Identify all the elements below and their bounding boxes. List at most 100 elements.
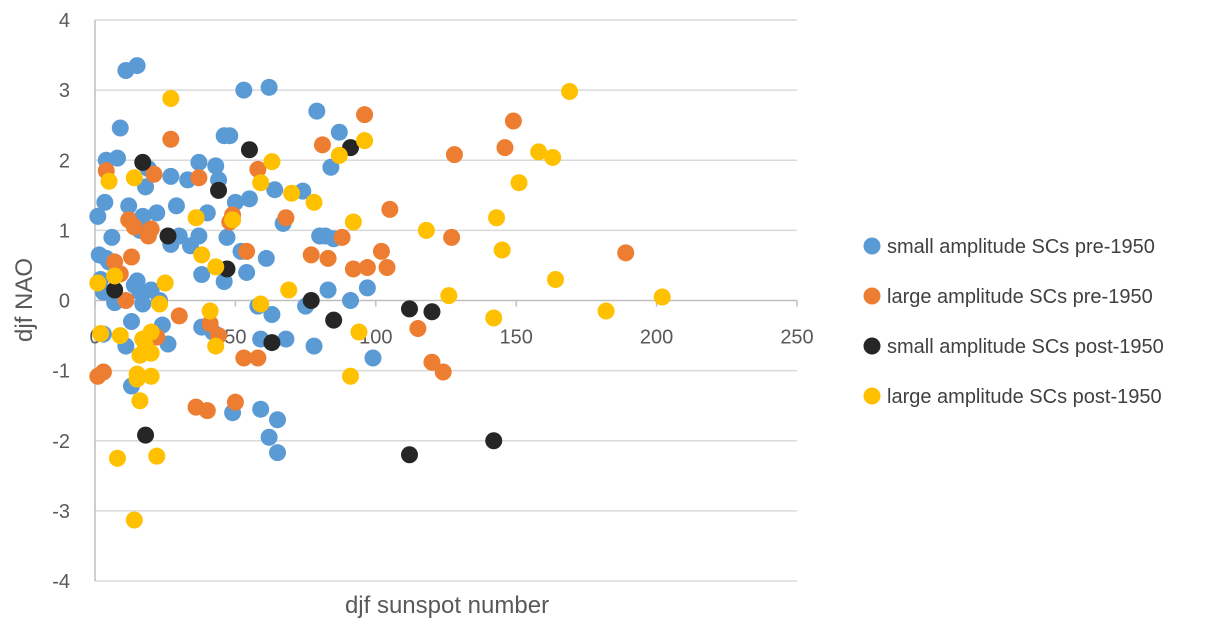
data-point [358,279,376,297]
data-point [148,204,166,222]
data-point [409,320,427,338]
data-point [423,353,441,371]
data-point [252,174,270,192]
data-point [252,295,270,313]
data-point [123,248,141,266]
data-point [103,228,121,246]
data-point [330,123,348,141]
data-point [440,287,458,305]
data-point [308,102,326,120]
data-point [263,334,281,352]
data-point [190,227,208,245]
data-point [277,209,295,227]
data-point [148,447,166,465]
data-point [201,315,219,333]
data-point [510,174,528,192]
y-tick-label: -3 [52,501,70,523]
data-point [89,274,107,292]
data-point [117,292,135,309]
data-point [280,281,298,299]
x-tick-label: 250 [780,327,813,349]
data-point [302,246,320,264]
data-point [530,143,548,161]
data-point [240,141,258,159]
data-point [218,228,236,246]
data-point [358,259,376,277]
data-point [193,266,211,284]
data-point [313,136,331,154]
y-tick-label: 1 [59,220,70,242]
data-point [356,132,374,150]
legend-item: large amplitude SCs pre-1950 [863,286,1153,308]
data-point [350,323,368,341]
y-axis-title: djf NAO [11,258,38,342]
legend-label: large amplitude SCs pre-1950 [887,286,1153,308]
legend-item: small amplitude SCs post-1950 [863,336,1164,358]
data-point [263,153,281,171]
data-point [170,307,188,325]
legend-marker [863,237,881,255]
data-point [561,83,579,101]
data-point [162,167,180,185]
data-point [108,149,126,167]
legend-marker [863,387,881,405]
data-point [94,363,112,381]
legend-item: small amplitude SCs pre-1950 [863,236,1155,258]
x-tick-label: 150 [500,327,533,349]
data-point [269,411,287,429]
x-axis-title: djf sunspot number [345,592,549,619]
legend-label: small amplitude SCs pre-1950 [887,236,1155,258]
data-point [378,259,396,277]
data-point [235,81,253,99]
data-point [142,220,160,238]
data-point [597,302,615,320]
data-point [92,324,110,342]
data-point [106,267,124,285]
data-point [277,330,295,348]
series-4 [89,83,671,529]
x-tick-label: 200 [640,327,673,349]
series-3 [106,139,503,464]
data-point [263,306,281,324]
legend-item: large amplitude SCs post-1950 [863,386,1162,408]
data-point [344,260,362,278]
x-tick-label: 100 [359,327,392,349]
data-point [207,337,225,355]
data-point [266,181,284,199]
legend-label: large amplitude SCs post-1950 [887,386,1162,408]
data-point [333,228,351,246]
data-point [544,148,562,166]
data-point [269,444,287,462]
y-tick-label: 2 [59,150,70,172]
data-point [342,367,360,385]
axes: -4-3-2-101234050100150200250 [52,10,813,593]
data-point [159,227,177,245]
data-point [125,218,143,236]
series-2 [89,106,635,420]
data-point [198,402,216,420]
data-point [249,160,267,178]
data-point [260,428,278,446]
data-point [372,242,390,260]
data-point [488,209,506,227]
data-point [356,106,374,124]
data-point [224,211,242,229]
data-point [128,57,146,75]
data-point [238,263,256,281]
data-point [617,244,635,262]
x-tick-label: 50 [224,327,246,349]
data-point [137,178,155,196]
data-point [221,127,239,145]
data-point [162,90,180,108]
data-point [190,169,208,187]
data-point [131,392,149,410]
data-point [100,172,118,190]
legend-label: small amplitude SCs post-1950 [887,336,1164,358]
data-point [108,449,126,467]
data-point [443,228,461,246]
data-point [342,292,360,309]
data-point [125,169,143,187]
data-point [485,309,503,327]
data-point [417,221,435,239]
